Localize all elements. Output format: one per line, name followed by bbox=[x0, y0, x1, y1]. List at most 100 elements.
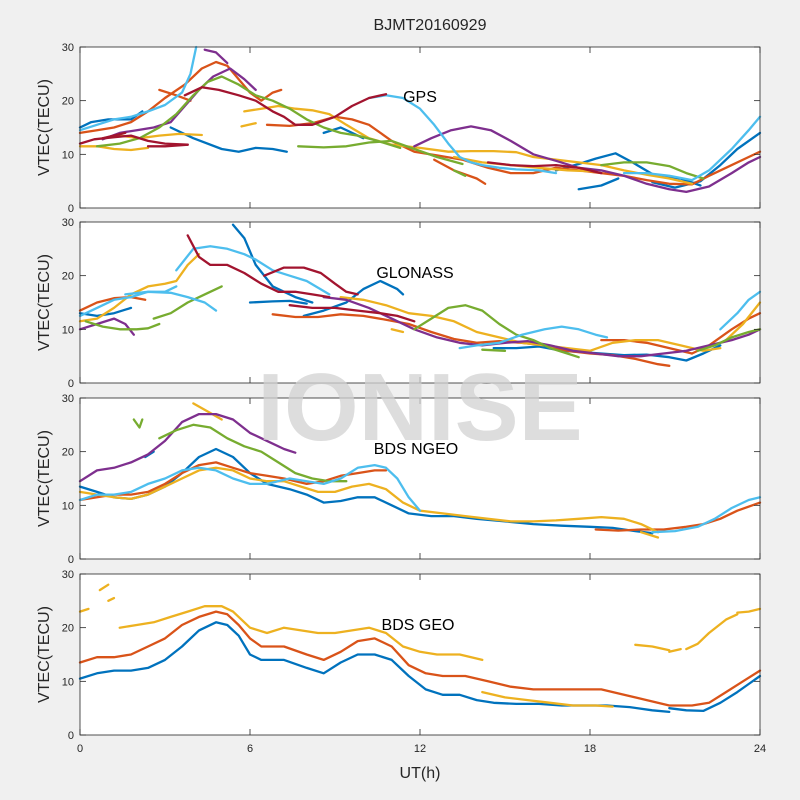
panel-label: BDS GEO bbox=[382, 617, 455, 634]
series-line-25 bbox=[186, 234, 331, 299]
series-line-17 bbox=[413, 125, 762, 194]
series-line-1 bbox=[169, 126, 288, 153]
series-line-20 bbox=[452, 169, 467, 177]
series-line-5 bbox=[192, 402, 223, 421]
series-line-22 bbox=[78, 45, 198, 132]
series-line-11 bbox=[651, 496, 762, 534]
y-tick-label: 10 bbox=[62, 149, 74, 161]
series-line-5 bbox=[107, 596, 116, 602]
series-line-0 bbox=[78, 621, 671, 714]
series-line-27 bbox=[288, 304, 416, 323]
series-line-22 bbox=[124, 290, 218, 312]
y-tick-label: 10 bbox=[62, 500, 74, 512]
series-line-12 bbox=[724, 301, 762, 342]
series-line-9 bbox=[433, 158, 487, 185]
series-line-1 bbox=[668, 674, 762, 713]
y-tick-label: 20 bbox=[62, 623, 74, 635]
y-tick-label: 30 bbox=[62, 393, 74, 405]
series-line-18 bbox=[481, 348, 507, 352]
series-line-4 bbox=[98, 583, 110, 592]
series-line-24 bbox=[719, 290, 762, 331]
y-tick-label: 20 bbox=[62, 271, 74, 283]
series-line-21 bbox=[175, 245, 331, 296]
series-line-4 bbox=[248, 299, 308, 305]
series-line-27 bbox=[146, 143, 189, 148]
series-line-4 bbox=[577, 177, 620, 191]
series-line-7 bbox=[158, 88, 192, 102]
series-line-23 bbox=[367, 94, 558, 175]
series-line-25 bbox=[78, 134, 189, 146]
panel-label: GPS bbox=[403, 89, 437, 106]
panel-2: 0 10 20 30 VTEC(TECU) BDS NGEO bbox=[36, 393, 762, 566]
series-line-7 bbox=[600, 338, 694, 355]
series-line-4 bbox=[78, 466, 660, 534]
series-line-19 bbox=[696, 328, 762, 352]
y-tick-label: 0 bbox=[68, 730, 74, 742]
y-tick-label: 10 bbox=[62, 324, 74, 336]
series-line-17 bbox=[413, 304, 580, 359]
panels-group: 0 10 20 30 VTEC(TECU) GPS 0 10 20 30 VTEC(TECU) GLO… bbox=[36, 42, 766, 755]
series-line-6 bbox=[78, 60, 283, 135]
series-line-10 bbox=[685, 613, 739, 651]
series-line-2 bbox=[78, 610, 762, 707]
series-line-5 bbox=[651, 131, 762, 189]
series-line-8 bbox=[132, 418, 144, 429]
series-line-10 bbox=[78, 463, 422, 512]
y-tick-label: 30 bbox=[62, 569, 74, 581]
y-tick-label: 30 bbox=[62, 217, 74, 229]
series-line-10 bbox=[78, 145, 150, 152]
x-tick-label: 24 bbox=[754, 743, 766, 755]
x-tick-label: 6 bbox=[247, 743, 253, 755]
series-line-26 bbox=[263, 266, 359, 296]
series-line-10 bbox=[339, 295, 722, 352]
y-tick-label: 20 bbox=[62, 447, 74, 459]
series-line-26 bbox=[101, 131, 127, 140]
series-line-24 bbox=[622, 115, 762, 182]
series-line-9 bbox=[158, 423, 348, 483]
y-tick-label: 0 bbox=[68, 378, 74, 390]
series-line-16 bbox=[203, 48, 229, 65]
series-line-13 bbox=[240, 122, 257, 128]
series-line-15 bbox=[84, 320, 161, 331]
figure-title: BJMT20160929 bbox=[374, 17, 487, 34]
series-line-2 bbox=[78, 461, 388, 502]
series-line-7 bbox=[78, 412, 297, 483]
y-tick-label: 20 bbox=[62, 96, 74, 108]
series-line-9 bbox=[78, 253, 201, 323]
x-axis-label: UT(h) bbox=[400, 765, 441, 782]
x-tick-label: 12 bbox=[414, 743, 426, 755]
series-line-3 bbox=[594, 501, 762, 532]
y-axis-label: VTEC(TECU) bbox=[36, 606, 53, 703]
series-line-19 bbox=[297, 139, 464, 166]
series-line-5 bbox=[78, 295, 147, 312]
series-line-23 bbox=[458, 325, 609, 350]
y-axis-label: VTEC(TECU) bbox=[36, 254, 53, 351]
series-line-14 bbox=[322, 295, 762, 358]
panel-3: 0 10 20 30 0 6 12 18 24 VTEC(TECU) BDS GEO bbox=[36, 569, 766, 755]
series-line-8 bbox=[634, 643, 671, 652]
series-line-7 bbox=[481, 690, 614, 708]
series-line-8 bbox=[265, 115, 762, 186]
y-tick-label: 0 bbox=[68, 554, 74, 566]
series-line-16 bbox=[152, 285, 223, 320]
y-tick-label: 30 bbox=[62, 42, 74, 54]
panel-1: 0 10 20 30 VTEC(TECU) GLONASS bbox=[36, 217, 762, 390]
plot-area bbox=[80, 574, 760, 735]
series-line-13 bbox=[78, 317, 135, 336]
y-axis-label: VTEC(TECU) bbox=[36, 430, 53, 527]
panel-label: GLONASS bbox=[376, 265, 453, 282]
series-line-3 bbox=[78, 607, 90, 613]
x-tick-label: 18 bbox=[584, 743, 596, 755]
x-tick-label: 0 bbox=[77, 743, 83, 755]
series-line-28 bbox=[183, 86, 388, 126]
panel-0: 0 10 20 30 VTEC(TECU) GPS bbox=[36, 42, 762, 215]
series-line-2 bbox=[302, 279, 405, 318]
series-line-12 bbox=[243, 104, 694, 185]
series-line-18 bbox=[95, 75, 402, 150]
series-line-6 bbox=[118, 605, 484, 662]
y-tick-label: 0 bbox=[68, 203, 74, 215]
series-line-9 bbox=[668, 647, 682, 653]
series-line-6 bbox=[639, 531, 660, 539]
watermark-text: IONISE bbox=[257, 354, 582, 461]
